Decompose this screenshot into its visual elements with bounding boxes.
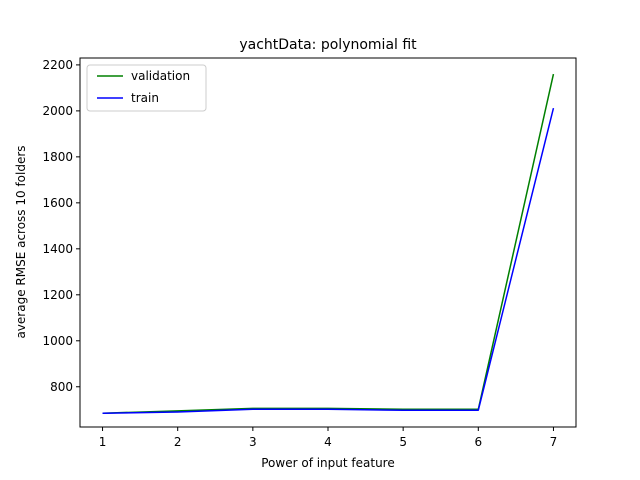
x-tick-label: 4 <box>324 435 332 449</box>
legend: validation train <box>86 64 207 112</box>
x-axis: 1 2 3 4 5 6 7 <box>99 427 558 449</box>
y-tick-label: 2200 <box>42 58 73 72</box>
y-tick-label: 1000 <box>42 334 73 348</box>
legend-label-validation: validation <box>131 69 190 83</box>
y-axis: 800 1000 1200 1400 1600 1800 2000 2200 <box>42 58 80 394</box>
chart-title: yachtData: polynomial fit <box>239 37 417 53</box>
x-tick-label: 7 <box>550 435 558 449</box>
y-tick-label: 800 <box>50 380 73 394</box>
x-tick-label: 2 <box>174 435 182 449</box>
plot-area-frame <box>79 57 577 428</box>
y-axis-label: average RMSE across 10 folders <box>14 145 28 338</box>
y-tick-label: 1200 <box>42 288 73 302</box>
series-line-validation <box>102 73 555 414</box>
x-tick-label: 6 <box>474 435 482 449</box>
y-tick-label: 1600 <box>42 196 73 210</box>
x-tick-label: 3 <box>249 435 257 449</box>
series-line-train <box>102 107 555 414</box>
y-tick-label: 1800 <box>42 150 73 164</box>
series-layer <box>102 73 555 414</box>
legend-label-train: train <box>131 91 159 105</box>
y-tick-label: 2000 <box>42 104 73 118</box>
y-tick-label: 1400 <box>42 242 73 256</box>
x-axis-label: Power of input feature <box>261 456 394 470</box>
x-tick-label: 1 <box>99 435 107 449</box>
x-tick-label: 5 <box>399 435 407 449</box>
